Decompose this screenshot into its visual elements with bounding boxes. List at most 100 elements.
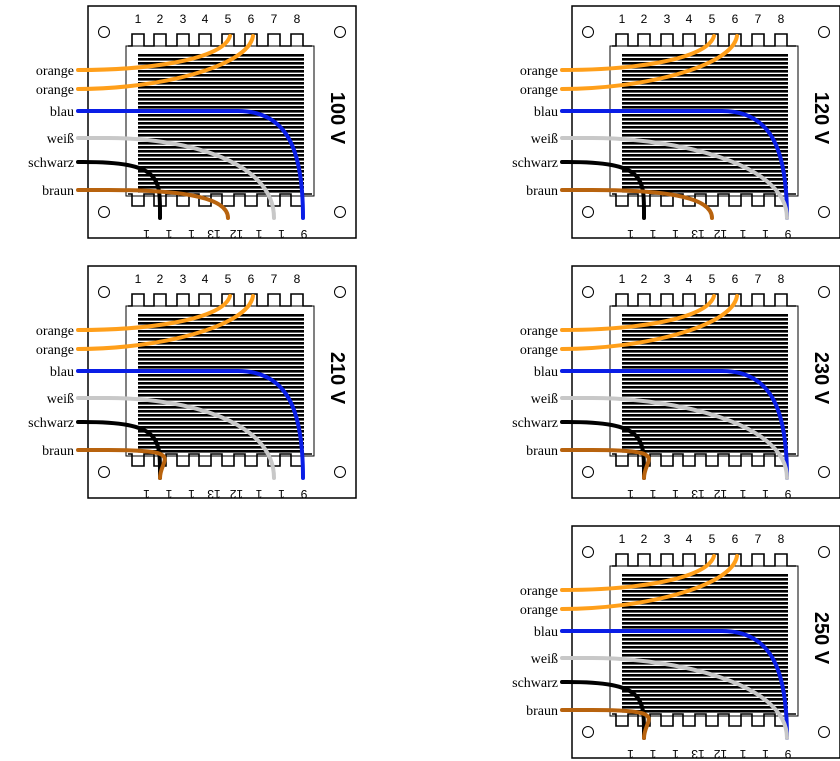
wire-label: blau bbox=[534, 105, 558, 120]
wire-blau bbox=[560, 369, 789, 480]
top-pin-number: 6 bbox=[732, 12, 739, 26]
lamination-line bbox=[138, 182, 304, 185]
lamination-line bbox=[622, 142, 788, 145]
lamination-line bbox=[622, 162, 788, 165]
lamination-line bbox=[622, 90, 788, 93]
wire-orange bbox=[560, 554, 739, 611]
wire-weiß bbox=[560, 136, 789, 220]
mounting-hole bbox=[818, 26, 830, 38]
lamination-line bbox=[622, 138, 788, 141]
wire-orange bbox=[560, 294, 716, 332]
lamination-line bbox=[622, 450, 788, 453]
lamination-line bbox=[622, 706, 788, 709]
wire-blau bbox=[76, 369, 305, 480]
mounting-hole bbox=[818, 546, 830, 558]
bottom-connector bbox=[612, 193, 796, 207]
mounting-hole bbox=[334, 26, 346, 38]
lamination-line bbox=[138, 146, 304, 149]
lamination-line bbox=[138, 434, 304, 437]
bottom-pin-number: 9 bbox=[784, 227, 791, 241]
bottom-pin-number: 1 bbox=[627, 487, 634, 501]
bottom-pin-comb bbox=[612, 193, 796, 207]
lamination-line bbox=[622, 70, 788, 73]
bottom-pin-number: 1 bbox=[255, 227, 262, 241]
lamination-line bbox=[622, 414, 788, 417]
bottom-pin-number: 1 bbox=[739, 487, 746, 501]
lamination-line bbox=[622, 690, 788, 693]
top-pin-number: 7 bbox=[755, 12, 762, 26]
top-pin-number: 2 bbox=[641, 272, 648, 286]
bottom-connector bbox=[612, 713, 796, 727]
wire-orange bbox=[76, 34, 255, 91]
wire-label: braun bbox=[526, 704, 558, 719]
lamination-line bbox=[622, 434, 788, 437]
wire-label: orange bbox=[36, 343, 74, 358]
lamination-line bbox=[622, 578, 788, 581]
wire-label: blau bbox=[50, 365, 74, 380]
bottom-pin-number: 1 bbox=[649, 487, 656, 501]
wire-braun bbox=[560, 448, 651, 480]
wire-label: orange bbox=[520, 83, 558, 98]
lamination-line bbox=[622, 610, 788, 613]
bottom-pin-number: 1 bbox=[278, 227, 285, 241]
lamination-line bbox=[138, 422, 304, 425]
lamination-line bbox=[622, 146, 788, 149]
wire-label: braun bbox=[526, 444, 558, 459]
top-connector bbox=[612, 293, 796, 307]
wire-label: braun bbox=[42, 184, 74, 199]
lamination-line bbox=[138, 426, 304, 429]
lamination-line bbox=[138, 166, 304, 169]
lamination-line bbox=[622, 346, 788, 349]
lamination-line bbox=[622, 622, 788, 625]
bottom-pin-number: 1 bbox=[762, 227, 769, 241]
lamination-line bbox=[622, 614, 788, 617]
top-pin-number: 7 bbox=[755, 532, 762, 546]
top-pin-number: 2 bbox=[157, 12, 164, 26]
lamination-line bbox=[622, 638, 788, 641]
bottom-connector bbox=[128, 453, 312, 467]
lamination-line bbox=[622, 354, 788, 357]
wire-label: orange bbox=[36, 324, 74, 339]
top-pin-number: 3 bbox=[664, 532, 671, 546]
lamination-line bbox=[622, 398, 788, 401]
bottom-pin-number: 1 bbox=[143, 487, 150, 501]
wire-label: schwarz bbox=[28, 416, 74, 431]
lamination-line bbox=[138, 362, 304, 365]
lamination-line bbox=[622, 618, 788, 621]
bottom-pin-number: 1 bbox=[739, 747, 746, 761]
mounting-hole bbox=[818, 466, 830, 478]
lamination-line bbox=[622, 54, 788, 57]
lamination-line bbox=[622, 642, 788, 645]
lamination-line bbox=[622, 682, 788, 685]
lamination-line bbox=[622, 66, 788, 69]
top-pin-comb bbox=[128, 33, 312, 47]
lamination-line bbox=[622, 170, 788, 173]
mounting-hole bbox=[818, 286, 830, 298]
bottom-pin-number: 1 bbox=[672, 747, 679, 761]
bottom-pin-number: 13 bbox=[691, 227, 705, 241]
wire-label: weiß bbox=[531, 652, 558, 667]
top-connector bbox=[128, 293, 312, 307]
core-laminations bbox=[138, 54, 304, 193]
lamination-line bbox=[622, 418, 788, 421]
bottom-pin-number: 9 bbox=[300, 487, 307, 501]
lamination-line bbox=[622, 190, 788, 193]
lamination-line bbox=[622, 666, 788, 669]
wire-label: orange bbox=[520, 324, 558, 339]
lamination-line bbox=[622, 314, 788, 317]
wire-label: blau bbox=[50, 105, 74, 120]
mounting-hole bbox=[582, 206, 594, 218]
lamination-line bbox=[622, 178, 788, 181]
lamination-line bbox=[622, 422, 788, 425]
lamination-line bbox=[138, 374, 304, 377]
wire-orange bbox=[560, 294, 739, 351]
top-pin-number: 1 bbox=[619, 12, 626, 26]
wire-label: blau bbox=[534, 625, 558, 640]
top-pin-number: 6 bbox=[248, 12, 255, 26]
lamination-line bbox=[622, 98, 788, 101]
lamination-line bbox=[622, 586, 788, 589]
mounting-hole bbox=[98, 466, 110, 478]
lamination-line bbox=[138, 186, 304, 189]
lamination-line bbox=[622, 58, 788, 61]
lamination-line bbox=[622, 374, 788, 377]
